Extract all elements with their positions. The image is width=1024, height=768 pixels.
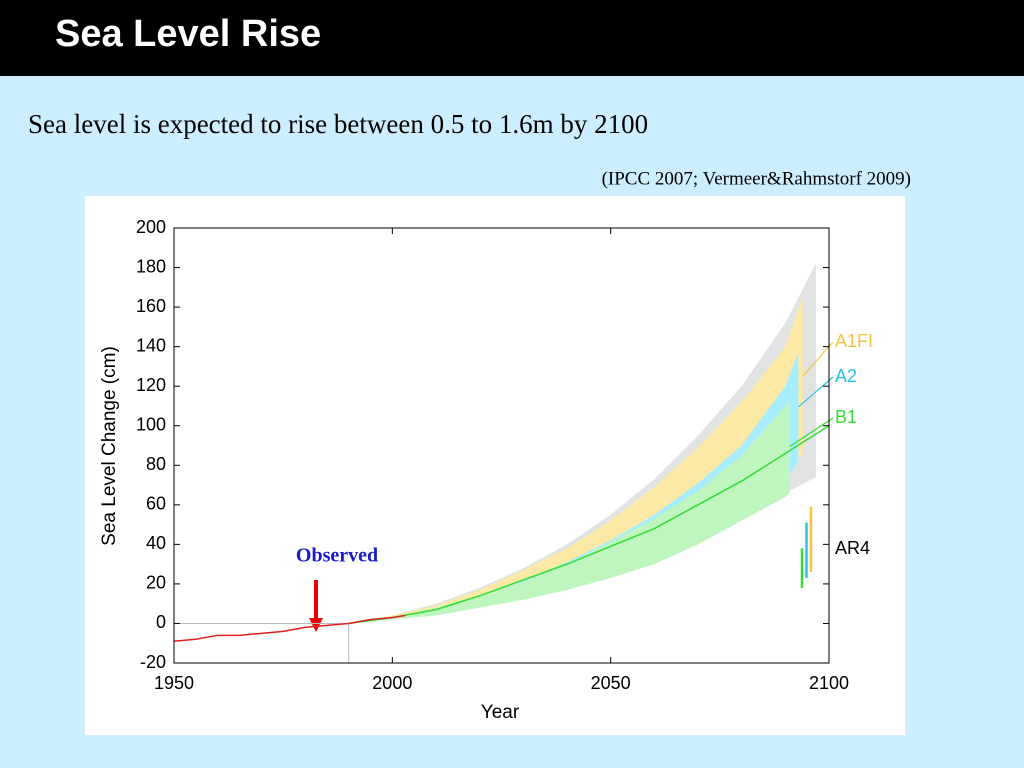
y-tick-label: 60 [146, 494, 166, 514]
y-tick-label: 160 [136, 296, 166, 316]
y-tick-label: -20 [140, 652, 166, 672]
y-tick-label: 140 [136, 335, 166, 355]
title-bar [0, 0, 1024, 76]
legend-label: B1 [835, 407, 857, 427]
y-axis-label: Sea Level Change (cm) [99, 346, 120, 546]
projection-line [348, 425, 830, 625]
slide-title: Sea Level Rise [55, 13, 321, 55]
x-tick-label: 2050 [591, 673, 631, 693]
observed-line [173, 614, 406, 642]
legend-label: A2 [835, 366, 857, 386]
y-tick-label: 0 [156, 612, 166, 632]
y-tick-label: 120 [136, 375, 166, 395]
x-tick-label: 2000 [372, 673, 412, 693]
y-tick-label: 180 [136, 256, 166, 276]
y-tick-label: 200 [136, 217, 166, 237]
leader-line [789, 417, 834, 447]
citation: (IPCC 2007; Vermeer&Rahmstorf 2009) [602, 168, 911, 189]
legend-label: A1FI [835, 331, 873, 351]
annotation: Observed [296, 545, 378, 567]
plot-frame [173, 227, 830, 664]
x-axis-label: Year [481, 702, 520, 723]
y-tick-label: 20 [146, 573, 166, 593]
x-tick-label: 2100 [809, 673, 849, 693]
statement: Sea level is expected to rise between 0.… [28, 109, 648, 139]
arrow-head [309, 618, 323, 632]
leader-line [798, 376, 834, 408]
x-tick-label: 1950 [154, 673, 194, 693]
leader-line [802, 341, 834, 377]
y-tick-label: 40 [146, 533, 166, 553]
ar4-label: AR4 [835, 538, 870, 558]
y-tick-label: 80 [146, 454, 166, 474]
y-tick-label: 100 [136, 414, 166, 434]
scenario-band [348, 400, 790, 624]
